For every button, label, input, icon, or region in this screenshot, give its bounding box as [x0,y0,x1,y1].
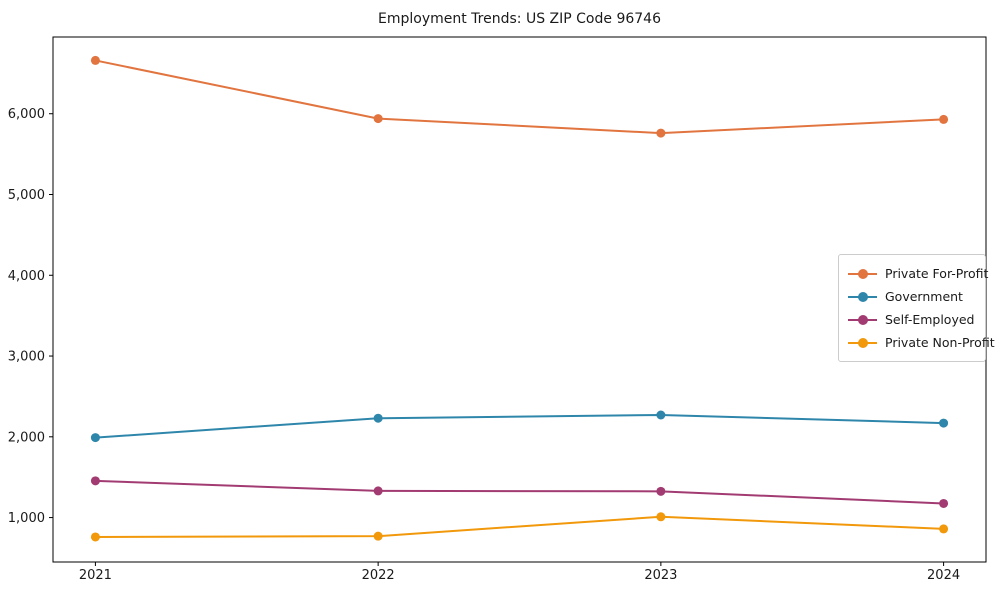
x-tick-label: 2022 [362,568,395,583]
data-point-self-employed [939,498,949,508]
legend: Private For-Profit Government Self-Emplo… [838,254,995,362]
x-tick-label: 2024 [927,568,960,583]
data-point-private-for-profit [90,55,100,65]
series-line-private-non-profit [95,515,944,538]
data-point-private-for-profit [939,114,949,124]
line-marker-icon [848,337,877,348]
data-point-self-employed [656,486,666,496]
data-point-government [373,413,383,423]
series-line-government [95,413,944,439]
series-line-private-for-profit [95,59,944,135]
y-tick-label: 5,000 [8,188,45,203]
y-tick-label: 2,000 [8,430,45,445]
data-point-private-non-profit [939,524,949,534]
data-point-private-non-profit [373,531,383,541]
line-marker-icon [848,268,877,279]
data-point-private-non-profit [656,512,666,522]
legend-label: Government [885,289,963,304]
x-tick-label: 2023 [644,568,677,583]
legend-label: Self-Employed [885,312,975,327]
x-tick-label: 2021 [79,568,112,583]
y-tick-label: 6,000 [8,107,45,122]
axes-spines [52,36,987,563]
data-point-self-employed [90,476,100,486]
chart-title: Employment Trends: US ZIP Code 96746 [378,11,661,27]
data-point-private-for-profit [656,128,666,138]
line-marker-icon [848,314,877,325]
data-point-private-for-profit [373,114,383,124]
y-tick-label: 1,000 [8,511,45,526]
legend-item-private-non-profit: Private Non-Profit [848,331,995,354]
data-point-government [656,410,666,420]
legend-label: Private For-Profit [885,266,989,281]
legend-item-self-employed: Self-Employed [848,308,976,331]
y-tick-label: 4,000 [8,269,45,284]
series-line-self-employed [95,479,944,505]
data-point-private-non-profit [90,532,100,542]
data-point-government [90,433,100,443]
legend-item-private-for-profit: Private For-Profit [848,262,988,285]
legend-label: Private Non-Profit [885,335,995,350]
data-point-government [939,418,949,428]
line-marker-icon [848,291,877,302]
legend-item-government: Government [848,285,976,308]
data-point-self-employed [373,486,383,496]
y-tick-label: 3,000 [8,350,45,365]
